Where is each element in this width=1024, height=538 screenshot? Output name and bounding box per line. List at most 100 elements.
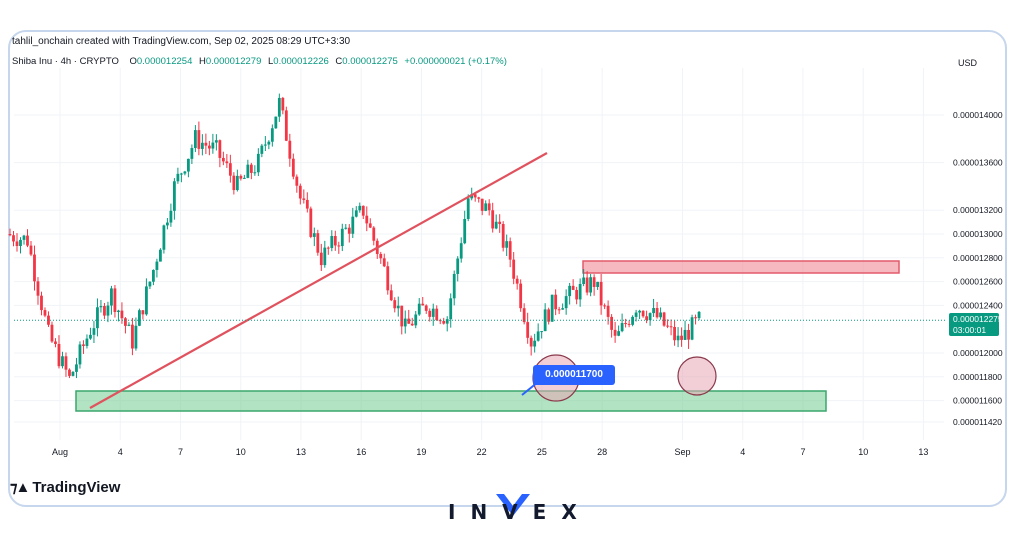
candle-body: [347, 227, 351, 234]
candle-body: [316, 233, 320, 253]
candle-body: [239, 175, 243, 179]
candle-body: [491, 210, 495, 229]
candle-body: [519, 283, 523, 309]
candle-body: [288, 140, 292, 159]
candle-body: [99, 306, 103, 308]
candle-body: [186, 158, 190, 172]
candle-body: [459, 243, 463, 259]
candle-body: [599, 281, 603, 306]
candle-body: [169, 210, 173, 223]
candle-body: [501, 224, 505, 248]
candle-body: [603, 305, 607, 307]
candle-body: [211, 142, 215, 149]
zones: [75, 260, 900, 412]
candle-body: [277, 97, 281, 117]
x-tick-label: 25: [537, 447, 547, 457]
candle-body: [526, 322, 530, 338]
candle-body: [103, 306, 106, 316]
candle-body: [309, 208, 313, 237]
ohlc-legend: Shiba Inu · 4h · CRYPTO O0.000012254 H0.…: [12, 56, 507, 67]
candle-body: [417, 303, 421, 315]
candle-body: [361, 205, 365, 216]
candle-body: [267, 141, 271, 145]
y-tick-label: 0.000011420: [953, 417, 1002, 427]
candle-body: [680, 335, 683, 340]
currency-label[interactable]: USD: [958, 58, 978, 68]
candle-body: [578, 283, 582, 300]
candle-body: [592, 277, 596, 287]
candle-body: [477, 197, 481, 199]
x-tick-label: 13: [296, 447, 306, 457]
candle-body: [141, 310, 145, 315]
candle-body: [624, 323, 628, 325]
candle-body: [484, 203, 488, 211]
candle-body: [228, 163, 232, 176]
candle-body: [414, 314, 418, 326]
x-tick-label: 7: [178, 447, 183, 457]
candle-body: [428, 310, 432, 317]
change-value: +0.000000021 (+0.17%): [404, 56, 507, 67]
x-tick-label: 13: [918, 447, 928, 457]
candle-body: [627, 323, 631, 325]
candle-body: [372, 227, 376, 241]
candle-body: [568, 285, 572, 297]
candle-body: [435, 308, 439, 321]
candle-body: [536, 331, 540, 341]
candle-body: [508, 241, 512, 260]
candle-body: [652, 308, 655, 314]
candle-body: [351, 216, 355, 234]
candle-body: [291, 158, 295, 177]
resistance-zone: [582, 260, 900, 274]
candle-body: [575, 289, 579, 300]
symbol-title[interactable]: Shiba Inu · 4h · CRYPTO: [12, 56, 119, 67]
candle-body: [470, 194, 474, 199]
candle-body: [694, 317, 697, 319]
candle-body: [687, 329, 690, 340]
candle-body: [540, 331, 544, 333]
candle-body: [379, 253, 383, 259]
candle-body: [260, 145, 264, 154]
candle-body: [410, 323, 414, 326]
candle-body: [396, 305, 400, 309]
y-tick-label: 0.000011600: [953, 396, 1002, 406]
y-tick-label: 0.000011800: [953, 372, 1002, 382]
candle-body: [431, 308, 435, 317]
candle-body: [585, 277, 589, 293]
candle-body: [12, 235, 15, 242]
y-tick-label: 0.000012800: [953, 253, 1003, 263]
high-label: H: [199, 56, 206, 67]
candle-body: [452, 273, 456, 299]
candle-body: [333, 236, 337, 246]
y-tick-label: 0.000014000: [953, 110, 1003, 120]
candle-body: [47, 315, 50, 325]
open-label: O: [129, 56, 137, 67]
price-callout: 0.000011700: [533, 365, 615, 385]
candle-body: [232, 175, 236, 191]
y-tick-label: 0.000013600: [953, 158, 1003, 168]
candle-body: [134, 325, 138, 349]
candle-body: [571, 285, 575, 290]
x-tick-label: 4: [118, 447, 123, 457]
candle-body: [8, 234, 12, 236]
candle-body: [645, 316, 648, 321]
candle-body: [148, 281, 152, 287]
candle-body: [386, 266, 390, 291]
candle-body: [564, 296, 568, 309]
candle-body: [117, 310, 120, 312]
x-tick-label: Aug: [52, 447, 68, 457]
candle-body: [529, 337, 533, 347]
candle-body: [82, 344, 85, 346]
y-tick-label: 0.000013200: [953, 205, 1003, 215]
close-value: 0.000012275: [342, 56, 398, 67]
candle-body: [337, 245, 341, 247]
tradingview-mark-icon: ⁊▲: [10, 479, 30, 496]
candle-body: [179, 173, 183, 175]
candle-body: [662, 312, 666, 326]
candle-body: [487, 203, 491, 211]
candle-body: [145, 286, 148, 315]
candle-body: [152, 269, 155, 282]
candle-body: [634, 312, 638, 317]
candle-body: [676, 335, 680, 341]
x-tick-label: 28: [597, 447, 607, 457]
